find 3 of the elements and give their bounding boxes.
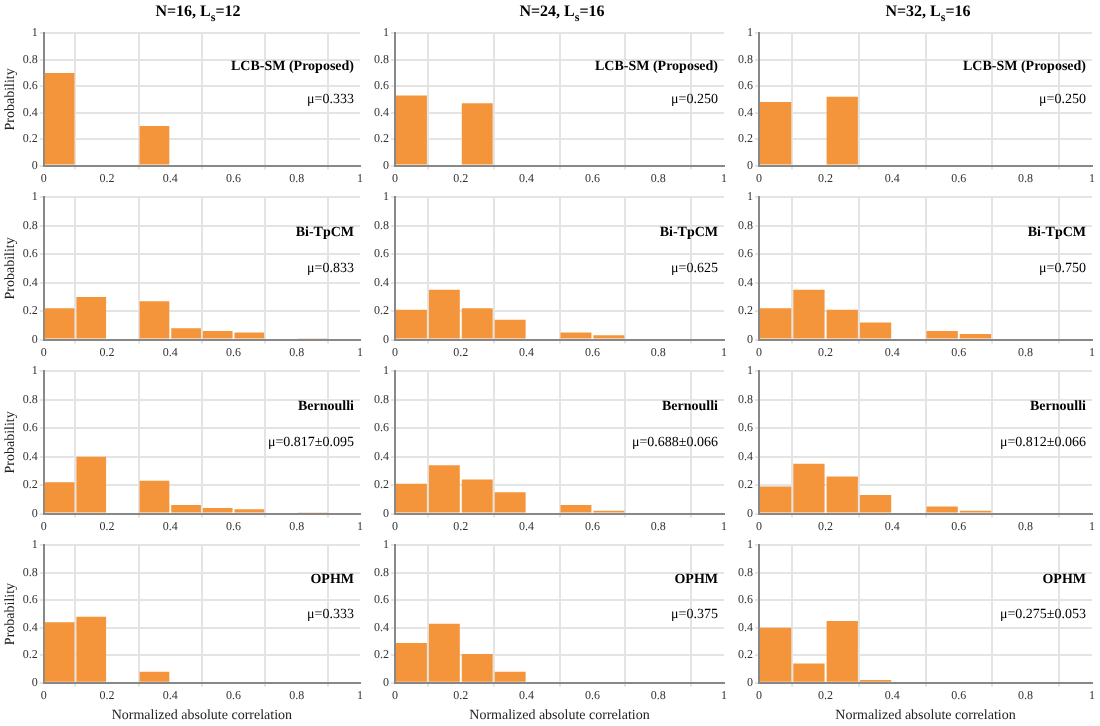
chart-title: N=32, L$_{s}$=16 bbox=[883, 0, 973, 26]
chart-title: N=16, L$_{s}$=12 bbox=[153, 0, 243, 26]
chart-title: N=24, L$_{s}$=16 bbox=[517, 0, 607, 26]
